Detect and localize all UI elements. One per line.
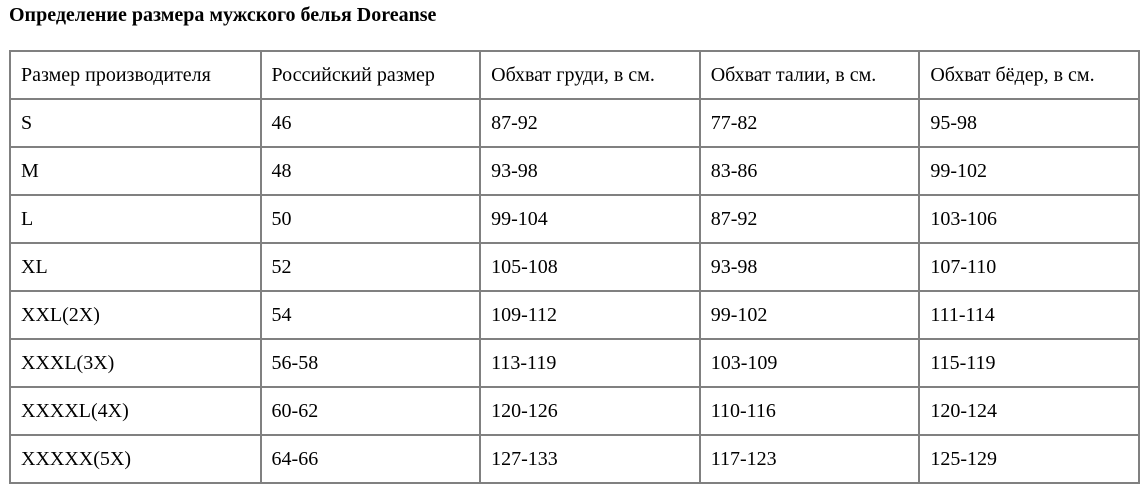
table-cell: 60-62 <box>259 386 482 436</box>
table-row: M 48 93-98 83-86 99-102 <box>9 146 1140 196</box>
column-header: Российский размер <box>259 50 482 100</box>
table-cell: XXXXL(4X) <box>9 386 262 436</box>
table-cell: 99-102 <box>918 146 1140 196</box>
header-row: Размер производителя Российский размер Обх… <box>9 50 1140 100</box>
table-cell: 93-98 <box>698 242 921 292</box>
size-table: Размер производителя Российский размер Обх… <box>9 50 1140 484</box>
table-cell: 48 <box>259 146 482 196</box>
table-cell: 83-86 <box>698 146 921 196</box>
table-cell: XXXXX(5X) <box>9 434 262 484</box>
table-row: XXXXL(4X) 60-62 120-126 110-116 120-124 <box>9 386 1140 436</box>
table-cell: L <box>9 194 262 244</box>
table-cell: 52 <box>259 242 482 292</box>
table-cell: 103-106 <box>918 194 1140 244</box>
table-cell: 111-114 <box>918 290 1140 340</box>
table-cell: 93-98 <box>479 146 701 196</box>
table-cell: 117-123 <box>698 434 921 484</box>
table-row: XXL(2X) 54 109-112 99-102 111-114 <box>9 290 1140 340</box>
table-cell: 125-129 <box>918 434 1140 484</box>
table-cell: 120-124 <box>918 386 1140 436</box>
table-cell: 105-108 <box>479 242 701 292</box>
table-cell: 113-119 <box>479 338 701 388</box>
table-row: XXXL(3X) 56-58 113-119 103-109 115-119 <box>9 338 1140 388</box>
table-cell: 120-126 <box>479 386 701 436</box>
page-title: Определение размера мужского белья Dorea… <box>9 4 437 26</box>
table-row: S 46 87-92 77-82 95-98 <box>9 98 1140 148</box>
table-cell: 54 <box>259 290 482 340</box>
column-header: Обхват бёдер, в см. <box>918 50 1140 100</box>
table-cell: XXL(2X) <box>9 290 262 340</box>
column-header: Размер производителя <box>9 50 262 100</box>
table-cell: 50 <box>259 194 482 244</box>
table-cell: 56-58 <box>259 338 482 388</box>
table-cell: 107-110 <box>918 242 1140 292</box>
table-cell: 99-102 <box>698 290 921 340</box>
table-cell: 127-133 <box>479 434 701 484</box>
table-cell: XL <box>9 242 262 292</box>
table-cell: 109-112 <box>479 290 701 340</box>
table-cell: 87-92 <box>479 98 701 148</box>
table-row: XL 52 105-108 93-98 107-110 <box>9 242 1140 292</box>
column-header: Обхват груди, в см. <box>479 50 701 100</box>
table-cell: 95-98 <box>918 98 1140 148</box>
table-cell: M <box>9 146 262 196</box>
column-header: Обхват талии, в см. <box>698 50 921 100</box>
table-row: XXXXX(5X) 64-66 127-133 117-123 125-129 <box>9 434 1140 484</box>
table-cell: 110-116 <box>698 386 921 436</box>
table-row: L 50 99-104 87-92 103-106 <box>9 194 1140 244</box>
table-cell: XXXL(3X) <box>9 338 262 388</box>
table-cell: 103-109 <box>698 338 921 388</box>
table-cell: 99-104 <box>479 194 701 244</box>
table-cell: S <box>9 98 262 148</box>
table-cell: 64-66 <box>259 434 482 484</box>
table-cell: 46 <box>259 98 482 148</box>
table-cell: 77-82 <box>698 98 921 148</box>
table-cell: 115-119 <box>918 338 1140 388</box>
table-cell: 87-92 <box>698 194 921 244</box>
